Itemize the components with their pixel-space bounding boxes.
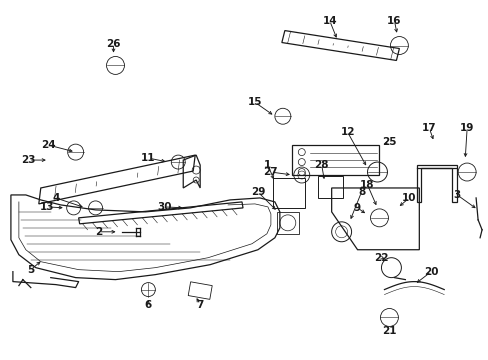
Text: 26: 26 [106,39,121,49]
Text: 17: 17 [421,123,436,133]
Text: 6: 6 [144,300,152,310]
Text: 29: 29 [250,187,264,197]
Text: 20: 20 [423,267,438,276]
Text: 15: 15 [247,97,262,107]
Bar [272,178,304,208]
Text: 25: 25 [382,137,396,147]
Text: 27: 27 [263,167,278,177]
Text: 4: 4 [52,193,60,203]
Text: 8: 8 [357,187,365,197]
Text: 13: 13 [40,202,54,212]
Text: 11: 11 [141,153,155,163]
Bar [188,282,212,300]
Text: 1: 1 [264,160,271,170]
Bar [276,212,298,234]
Text: 5: 5 [27,265,34,275]
Text: 21: 21 [382,327,396,336]
Text: 23: 23 [21,155,36,165]
Text: 18: 18 [360,180,374,190]
Text: 7: 7 [196,300,203,310]
Text: 19: 19 [459,123,473,133]
Text: 2: 2 [95,227,102,237]
Text: 14: 14 [322,15,336,26]
Text: 24: 24 [41,140,56,150]
Text: 3: 3 [453,190,460,200]
Text: 16: 16 [386,15,401,26]
Text: 28: 28 [314,160,328,170]
Text: 12: 12 [340,127,354,137]
Text: 22: 22 [373,253,388,263]
Text: 30: 30 [157,202,171,212]
Text: 10: 10 [401,193,416,203]
Text: 9: 9 [353,203,360,213]
Bar [317,176,342,198]
